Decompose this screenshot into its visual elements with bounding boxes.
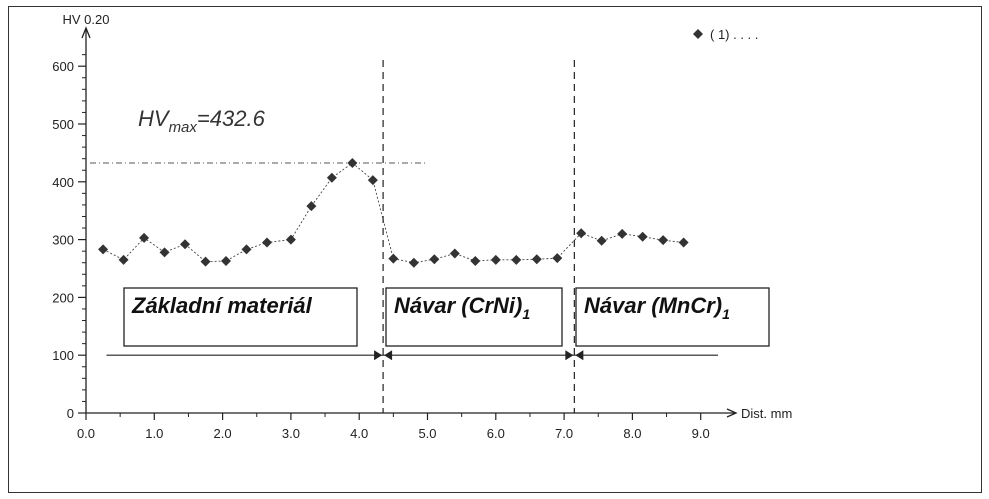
- data-point: [637, 231, 648, 242]
- region-label-3: Návar (MnCr)1: [584, 293, 730, 322]
- series-line: [102, 162, 684, 264]
- data-point: [139, 232, 150, 243]
- data-point: [306, 201, 317, 212]
- data-point: [552, 253, 563, 264]
- y-tick-label: 100: [52, 348, 74, 363]
- data-point: [678, 237, 689, 248]
- region-box-1: [123, 287, 358, 347]
- data-point: [241, 244, 252, 255]
- region-label-2: Návar (CrNi)1: [394, 293, 530, 322]
- region-arrow-left-1: [374, 350, 383, 361]
- data-point: [596, 235, 607, 246]
- data-point: [449, 248, 460, 259]
- x-tick-label: 2.0: [214, 426, 232, 441]
- region-arrow-left-2: [565, 350, 574, 361]
- x-tick-label: 1.0: [145, 426, 163, 441]
- data-point: [98, 244, 109, 255]
- x-tick-label: 4.0: [350, 426, 368, 441]
- data-point: [658, 235, 669, 246]
- data-point: [180, 239, 191, 250]
- data-point: [159, 247, 170, 258]
- data-point: [221, 255, 232, 266]
- y-axis-label: HV 0.20: [63, 12, 110, 27]
- region-arrow-right-1: [384, 350, 393, 361]
- x-axis-label: Dist. mm: [741, 406, 792, 421]
- x-tick-label: 3.0: [282, 426, 300, 441]
- legend-label: ( 1) . . . .: [710, 27, 758, 42]
- region-arrow-right-2: [575, 350, 584, 361]
- data-point: [470, 255, 481, 266]
- data-point: [388, 253, 399, 264]
- data-point: [617, 228, 628, 239]
- data-point: [408, 257, 419, 268]
- data-point: [490, 254, 501, 265]
- region-label-1: Základní materiál: [131, 293, 313, 318]
- data-point: [118, 254, 129, 265]
- data-point: [367, 175, 378, 186]
- hvmax-annotation: HVmax=432.6: [138, 106, 266, 136]
- x-tick-label: 8.0: [623, 426, 641, 441]
- y-axis-arrow: [81, 26, 91, 39]
- y-tick-label: 0: [67, 406, 74, 421]
- x-axis-arrow: [726, 408, 738, 418]
- data-point: [531, 254, 542, 265]
- y-tick-label: 600: [52, 59, 74, 74]
- data-point: [285, 234, 296, 245]
- x-tick-label: 6.0: [487, 426, 505, 441]
- data-point: [326, 172, 337, 183]
- x-tick-label: 0.0: [77, 426, 95, 441]
- x-tick-label: 7.0: [555, 426, 573, 441]
- region-box-2: [385, 287, 563, 347]
- data-point: [576, 228, 587, 239]
- data-point: [261, 237, 272, 248]
- region-box-3: [575, 287, 770, 347]
- data-point: [347, 157, 358, 168]
- y-tick-label: 500: [52, 117, 74, 132]
- y-tick-label: 300: [52, 233, 74, 248]
- data-point: [511, 254, 522, 265]
- y-tick-label: 200: [52, 290, 74, 305]
- y-tick-label: 400: [52, 175, 74, 190]
- legend-marker: [693, 29, 703, 39]
- data-point: [200, 256, 211, 267]
- x-tick-label: 5.0: [418, 426, 436, 441]
- data-point: [429, 254, 440, 265]
- x-tick-label: 9.0: [692, 426, 710, 441]
- chart-frame: [8, 6, 982, 493]
